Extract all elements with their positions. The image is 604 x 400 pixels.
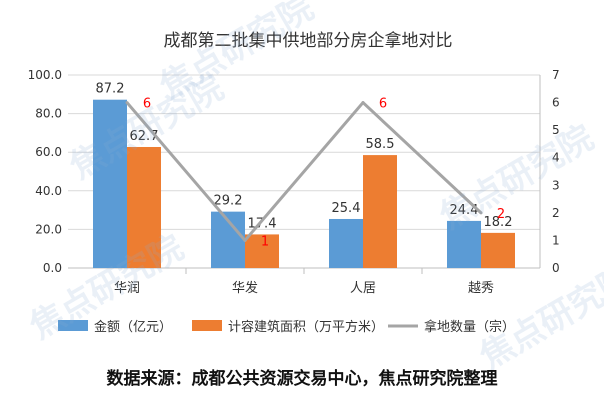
bar [481,232,515,268]
bar [329,218,363,268]
source-note: 数据来源：成都公共资源交易中心，焦点研究院整理 [106,369,498,389]
legend-label: 金额（亿元） [94,319,172,335]
line-point [361,101,365,105]
y-right-tick-label: 0 [552,261,560,275]
legend-swatch [192,320,222,331]
line-value-label: 2 [497,207,505,222]
bar [127,146,161,268]
y-right-tick-label: 4 [552,151,560,165]
line-point [125,101,129,105]
bar-value-label: 87.2 [96,82,125,97]
line-series [125,101,483,242]
x-tick-label: 华发 [232,280,258,296]
x-tick-label: 人居 [350,281,376,296]
line-value-label: 1 [261,234,269,249]
bar-value-label: 29.2 [214,194,243,209]
line-value-label: 6 [379,97,387,112]
y-left-tick-label: 20.0 [35,222,62,236]
y-right-tick-label: 6 [552,96,560,110]
y-right-tick-label: 3 [552,178,560,192]
y-left-tick-label: 60.0 [35,145,62,159]
bar-value-label: 24.4 [450,203,479,218]
line-point [479,211,483,215]
y-left-tick-label: 40.0 [35,184,62,198]
y-right-tick-label: 1 [552,233,560,247]
bar-value-label: 58.5 [366,137,395,152]
y-left-tick-label: 80.0 [35,107,62,121]
bar-value-label: 25.4 [332,201,361,216]
chart-title: 成都第二批集中供地部分房企拿地对比 [164,30,453,51]
bar [93,99,127,268]
bar-value-label: 18.2 [484,215,513,230]
line-value-label: 6 [143,97,151,112]
bar [363,155,397,268]
bar [245,234,279,268]
y-left-tick-label: 0.0 [43,261,62,275]
y-right-tick-label: 2 [552,206,560,220]
y-right-tick-label: 7 [552,68,560,82]
bar [447,220,481,268]
legend-label: 拿地数量（宗） [424,319,515,335]
legend-label: 计容建筑面积（万平方米） [228,319,384,335]
y-right-tick-label: 5 [552,123,560,137]
x-tick-label: 越秀 [468,281,494,296]
legend-swatch [58,320,88,331]
line-point [243,238,247,242]
y-left-tick-label: 100.0 [28,68,62,82]
x-tick-label: 华润 [114,281,140,296]
